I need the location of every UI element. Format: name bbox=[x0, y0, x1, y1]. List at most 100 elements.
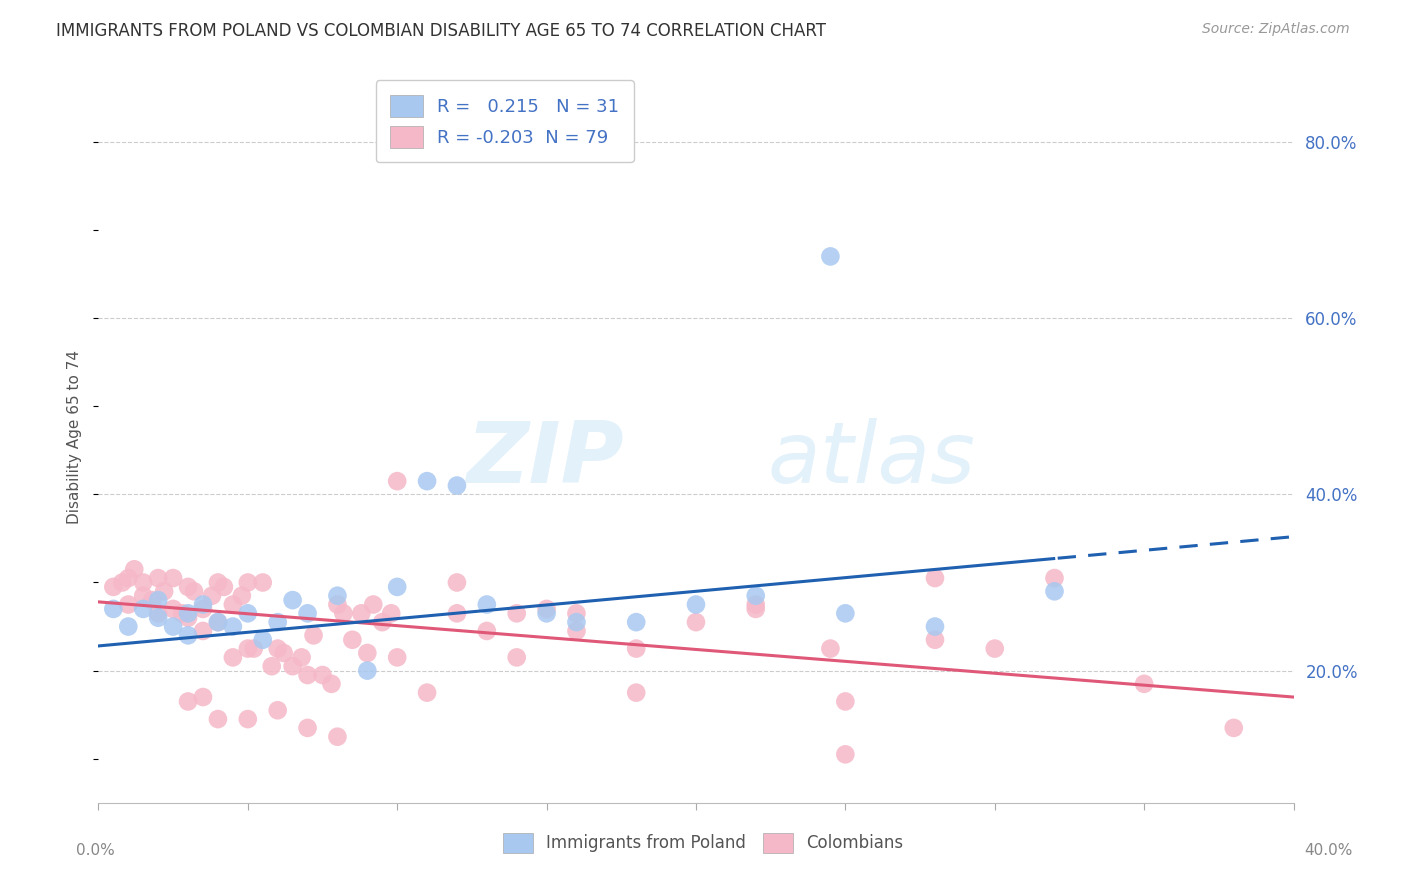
Point bbox=[281, 593, 304, 607]
Point bbox=[371, 615, 394, 629]
Text: 0.0%: 0.0% bbox=[76, 843, 115, 858]
Point bbox=[162, 571, 184, 585]
Point bbox=[201, 589, 224, 603]
Point bbox=[311, 668, 333, 682]
Point bbox=[924, 632, 946, 647]
Point bbox=[117, 571, 139, 585]
Text: 40.0%: 40.0% bbox=[1305, 843, 1353, 858]
Point bbox=[236, 712, 259, 726]
Point bbox=[236, 607, 259, 621]
Point bbox=[565, 607, 588, 621]
Point bbox=[281, 659, 304, 673]
Point bbox=[475, 598, 498, 612]
Point bbox=[191, 690, 214, 704]
Point bbox=[103, 580, 125, 594]
Point bbox=[475, 624, 498, 638]
Point bbox=[231, 589, 253, 603]
Point bbox=[132, 575, 155, 590]
Point bbox=[148, 611, 170, 625]
Point bbox=[222, 619, 245, 633]
Point bbox=[536, 607, 558, 621]
Point bbox=[380, 607, 402, 621]
Point bbox=[302, 628, 325, 642]
Point bbox=[820, 641, 842, 656]
Point bbox=[177, 611, 200, 625]
Point bbox=[834, 747, 856, 762]
Point bbox=[297, 668, 319, 682]
Point bbox=[385, 474, 409, 488]
Point bbox=[117, 619, 139, 633]
Y-axis label: Disability Age 65 to 74: Disability Age 65 to 74 bbox=[67, 350, 83, 524]
Point bbox=[342, 632, 364, 647]
Point bbox=[222, 598, 245, 612]
Point bbox=[191, 602, 214, 616]
Point bbox=[356, 646, 378, 660]
Point bbox=[834, 694, 856, 708]
Legend: Immigrants from Poland, Colombians: Immigrants from Poland, Colombians bbox=[495, 824, 911, 862]
Point bbox=[191, 624, 214, 638]
Point bbox=[446, 607, 468, 621]
Point bbox=[1133, 677, 1156, 691]
Point bbox=[685, 615, 707, 629]
Point bbox=[356, 664, 378, 678]
Point bbox=[177, 694, 200, 708]
Point bbox=[267, 703, 290, 717]
Point bbox=[416, 686, 439, 700]
Point bbox=[148, 571, 170, 585]
Point bbox=[260, 659, 283, 673]
Point bbox=[153, 584, 176, 599]
Point bbox=[1223, 721, 1246, 735]
Point bbox=[321, 677, 343, 691]
Point bbox=[626, 686, 648, 700]
Point bbox=[236, 641, 259, 656]
Point bbox=[446, 575, 468, 590]
Point bbox=[416, 474, 439, 488]
Point bbox=[626, 615, 648, 629]
Point bbox=[326, 730, 349, 744]
Point bbox=[191, 598, 214, 612]
Point bbox=[267, 641, 290, 656]
Point bbox=[1043, 571, 1066, 585]
Point bbox=[111, 575, 134, 590]
Point bbox=[207, 615, 229, 629]
Point bbox=[267, 615, 290, 629]
Point bbox=[565, 615, 588, 629]
Point bbox=[506, 650, 529, 665]
Point bbox=[177, 580, 200, 594]
Point bbox=[252, 632, 274, 647]
Point bbox=[148, 593, 170, 607]
Point bbox=[252, 575, 274, 590]
Text: Source: ZipAtlas.com: Source: ZipAtlas.com bbox=[1202, 22, 1350, 37]
Point bbox=[207, 615, 229, 629]
Point bbox=[1043, 584, 1066, 599]
Point bbox=[243, 641, 266, 656]
Point bbox=[162, 602, 184, 616]
Point bbox=[984, 641, 1007, 656]
Point bbox=[326, 589, 349, 603]
Point bbox=[177, 628, 200, 642]
Point bbox=[297, 607, 319, 621]
Point bbox=[207, 575, 229, 590]
Point bbox=[446, 478, 468, 492]
Point bbox=[385, 580, 409, 594]
Point bbox=[385, 650, 409, 665]
Point bbox=[834, 607, 856, 621]
Point bbox=[177, 607, 200, 621]
Point bbox=[626, 641, 648, 656]
Point bbox=[745, 589, 768, 603]
Point bbox=[141, 593, 163, 607]
Point bbox=[207, 712, 229, 726]
Legend: R =   0.215   N = 31, R = -0.203  N = 79: R = 0.215 N = 31, R = -0.203 N = 79 bbox=[375, 80, 634, 162]
Point bbox=[685, 598, 707, 612]
Text: ZIP: ZIP bbox=[467, 417, 624, 500]
Point bbox=[162, 619, 184, 633]
Point bbox=[117, 598, 139, 612]
Point bbox=[172, 607, 194, 621]
Point bbox=[291, 650, 314, 665]
Point bbox=[183, 584, 205, 599]
Point bbox=[332, 607, 354, 621]
Point bbox=[565, 624, 588, 638]
Point bbox=[212, 580, 235, 594]
Point bbox=[820, 249, 842, 263]
Point bbox=[536, 602, 558, 616]
